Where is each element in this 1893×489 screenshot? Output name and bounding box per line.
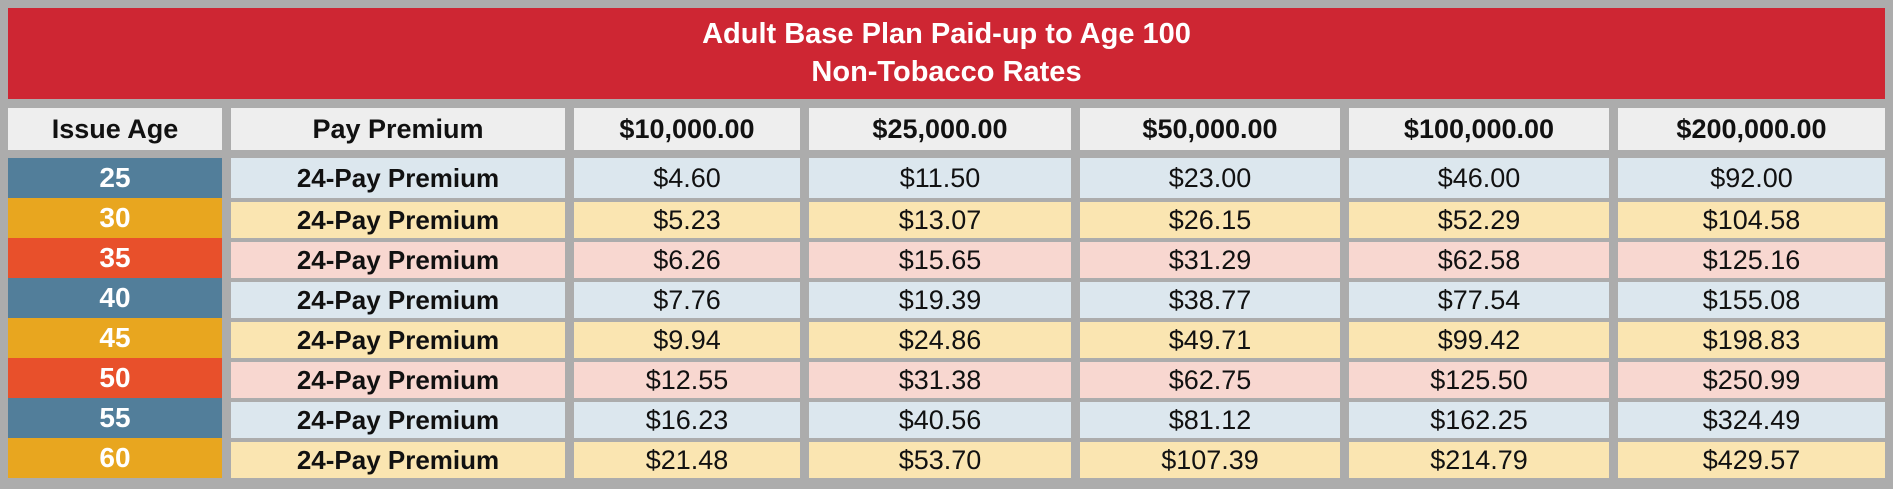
rate-cell-50000: $26.15 <box>1080 198 1340 238</box>
rate-cell-10000: $6.26 <box>574 238 800 278</box>
pay-premium-cell: 24-Pay Premium <box>231 318 565 358</box>
rate-cell-200000: $104.58 <box>1618 198 1885 238</box>
table-row-age-35: 35 24-Pay Premium $6.26 $15.65 $31.29 $6… <box>8 238 1885 278</box>
rate-cell-100000: $162.25 <box>1349 398 1609 438</box>
rate-cell-50000: $31.29 <box>1080 238 1340 278</box>
rate-cell-50000: $81.12 <box>1080 398 1340 438</box>
rate-cell-200000: $125.16 <box>1618 238 1885 278</box>
pay-premium-cell: 24-Pay Premium <box>231 358 565 398</box>
pay-premium-cell: 24-Pay Premium <box>231 278 565 318</box>
rate-cell-200000: $198.83 <box>1618 318 1885 358</box>
rate-cell-10000: $21.48 <box>574 438 800 478</box>
rate-cell-25000: $40.56 <box>809 398 1071 438</box>
rate-cell-10000: $12.55 <box>574 358 800 398</box>
age-cell: 60 <box>8 438 222 478</box>
pay-premium-cell: 24-Pay Premium <box>231 198 565 238</box>
column-header-25000: $25,000.00 <box>809 108 1071 150</box>
rate-cell-100000: $46.00 <box>1349 158 1609 198</box>
column-header-100000: $100,000.00 <box>1349 108 1609 150</box>
column-header-issue-age: Issue Age <box>8 108 222 150</box>
rate-cell-100000: $214.79 <box>1349 438 1609 478</box>
column-header-50000: $50,000.00 <box>1080 108 1340 150</box>
rate-cell-25000: $11.50 <box>809 158 1071 198</box>
rate-cell-100000: $125.50 <box>1349 358 1609 398</box>
age-cell: 55 <box>8 398 222 438</box>
rate-cell-25000: $31.38 <box>809 358 1071 398</box>
rate-cell-50000: $23.00 <box>1080 158 1340 198</box>
rate-cell-200000: $92.00 <box>1618 158 1885 198</box>
page-title: Adult Base Plan Paid-up to Age 100 <box>702 17 1191 50</box>
rate-cell-10000: $9.94 <box>574 318 800 358</box>
rate-cell-200000: $250.99 <box>1618 358 1885 398</box>
column-header-10000: $10,000.00 <box>574 108 800 150</box>
pay-premium-cell: 24-Pay Premium <box>231 398 565 438</box>
table-row-age-30: 30 24-Pay Premium $5.23 $13.07 $26.15 $5… <box>8 198 1885 238</box>
rate-cell-50000: $62.75 <box>1080 358 1340 398</box>
rate-cell-25000: $19.39 <box>809 278 1071 318</box>
rate-cell-25000: $13.07 <box>809 198 1071 238</box>
rate-cell-10000: $4.60 <box>574 158 800 198</box>
rate-cell-200000: $155.08 <box>1618 278 1885 318</box>
rate-cell-100000: $62.58 <box>1349 238 1609 278</box>
table-row-age-45: 45 24-Pay Premium $9.94 $24.86 $49.71 $9… <box>8 318 1885 358</box>
page-subtitle: Non-Tobacco Rates <box>811 55 1082 88</box>
table-row-age-60: 60 24-Pay Premium $21.48 $53.70 $107.39 … <box>8 438 1885 478</box>
column-header-pay-premium: Pay Premium <box>231 108 565 150</box>
rate-cell-25000: $24.86 <box>809 318 1071 358</box>
rate-cell-10000: $16.23 <box>574 398 800 438</box>
rate-cell-50000: $49.71 <box>1080 318 1340 358</box>
age-cell: 40 <box>8 278 222 318</box>
rate-cell-25000: $15.65 <box>809 238 1071 278</box>
column-header-200000: $200,000.00 <box>1618 108 1885 150</box>
age-cell: 25 <box>8 158 222 198</box>
age-cell: 35 <box>8 238 222 278</box>
rate-cell-100000: $99.42 <box>1349 318 1609 358</box>
table-row-age-25: 25 24-Pay Premium $4.60 $11.50 $23.00 $4… <box>8 158 1885 198</box>
title-band: Adult Base Plan Paid-up to Age 100 Non-T… <box>8 8 1885 99</box>
rate-cell-50000: $38.77 <box>1080 278 1340 318</box>
pay-premium-cell: 24-Pay Premium <box>231 438 565 478</box>
rate-cell-10000: $5.23 <box>574 198 800 238</box>
age-cell: 45 <box>8 318 222 358</box>
rate-cell-100000: $52.29 <box>1349 198 1609 238</box>
rate-cell-200000: $429.57 <box>1618 438 1885 478</box>
table-row-age-50: 50 24-Pay Premium $12.55 $31.38 $62.75 $… <box>8 358 1885 398</box>
rate-cell-10000: $7.76 <box>574 278 800 318</box>
rate-cell-25000: $53.70 <box>809 438 1071 478</box>
pay-premium-cell: 24-Pay Premium <box>231 158 565 198</box>
table-header-row: Issue Age Pay Premium $10,000.00 $25,000… <box>8 108 1885 150</box>
age-cell: 30 <box>8 198 222 238</box>
table-row-age-40: 40 24-Pay Premium $7.76 $19.39 $38.77 $7… <box>8 278 1885 318</box>
table-row-age-55: 55 24-Pay Premium $16.23 $40.56 $81.12 $… <box>8 398 1885 438</box>
rate-cell-200000: $324.49 <box>1618 398 1885 438</box>
rate-cell-100000: $77.54 <box>1349 278 1609 318</box>
pay-premium-cell: 24-Pay Premium <box>231 238 565 278</box>
age-cell: 50 <box>8 358 222 398</box>
rate-cell-50000: $107.39 <box>1080 438 1340 478</box>
